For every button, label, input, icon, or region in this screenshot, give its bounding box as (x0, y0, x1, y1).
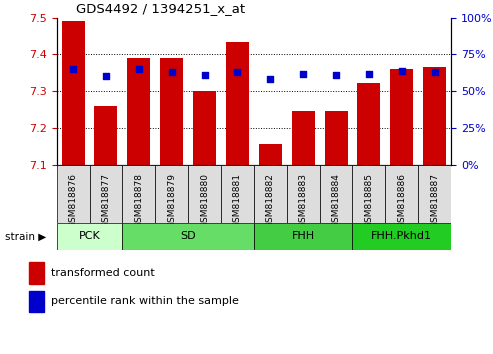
Point (135, 66, 143, 72)
Point (266, 76, 274, 82)
Text: GSM818881: GSM818881 (233, 173, 242, 228)
Bar (226, 41, 249, 165)
FancyBboxPatch shape (319, 165, 352, 223)
FancyBboxPatch shape (287, 165, 319, 223)
Bar (127, 58, 150, 165)
Bar (29, 262, 44, 284)
Text: GSM818880: GSM818880 (200, 173, 209, 228)
Text: GDS4492 / 1394251_x_at: GDS4492 / 1394251_x_at (76, 2, 246, 15)
Text: GSM818886: GSM818886 (397, 173, 406, 228)
Bar (259, 144, 282, 165)
FancyBboxPatch shape (122, 165, 155, 223)
Bar (390, 69, 413, 165)
FancyBboxPatch shape (188, 165, 221, 223)
Text: PCK: PCK (79, 231, 101, 241)
Point (102, 74, 110, 79)
Point (431, 69, 439, 75)
Text: GSM818876: GSM818876 (69, 173, 77, 228)
Point (332, 72, 340, 78)
FancyBboxPatch shape (352, 223, 451, 250)
Point (299, 71, 307, 76)
Text: percentile rank within the sample: percentile rank within the sample (51, 296, 239, 307)
Point (234, 69, 242, 75)
Text: GSM818877: GSM818877 (102, 173, 110, 228)
Text: strain ▶: strain ▶ (4, 231, 46, 241)
Text: FHH: FHH (292, 231, 315, 241)
Text: GSM818885: GSM818885 (364, 173, 373, 228)
Text: FHH.Pkhd1: FHH.Pkhd1 (371, 231, 432, 241)
FancyBboxPatch shape (418, 165, 451, 223)
Point (69, 66, 77, 72)
FancyBboxPatch shape (254, 223, 352, 250)
Point (365, 71, 373, 76)
Text: GSM818883: GSM818883 (299, 173, 308, 228)
Text: GSM818879: GSM818879 (167, 173, 176, 228)
Text: GSM818887: GSM818887 (430, 173, 439, 228)
FancyBboxPatch shape (352, 165, 386, 223)
Bar (95, 106, 117, 165)
Point (398, 68, 406, 73)
FancyBboxPatch shape (57, 223, 122, 250)
Bar (423, 67, 446, 165)
Point (168, 69, 176, 75)
FancyBboxPatch shape (90, 165, 122, 223)
Bar (160, 58, 183, 165)
Text: transformed count: transformed count (51, 268, 154, 278)
FancyBboxPatch shape (386, 165, 418, 223)
Bar (29, 291, 44, 312)
Bar (62, 21, 85, 165)
Text: GSM818878: GSM818878 (135, 173, 143, 228)
Bar (324, 110, 348, 165)
Bar (292, 110, 315, 165)
Bar (357, 83, 381, 165)
Text: GSM818884: GSM818884 (332, 173, 341, 228)
FancyBboxPatch shape (221, 165, 254, 223)
Text: GSM818882: GSM818882 (266, 173, 275, 228)
Text: SD: SD (180, 231, 196, 241)
FancyBboxPatch shape (122, 223, 254, 250)
Point (201, 72, 209, 78)
FancyBboxPatch shape (155, 165, 188, 223)
Bar (193, 91, 216, 165)
FancyBboxPatch shape (254, 165, 287, 223)
FancyBboxPatch shape (57, 165, 90, 223)
